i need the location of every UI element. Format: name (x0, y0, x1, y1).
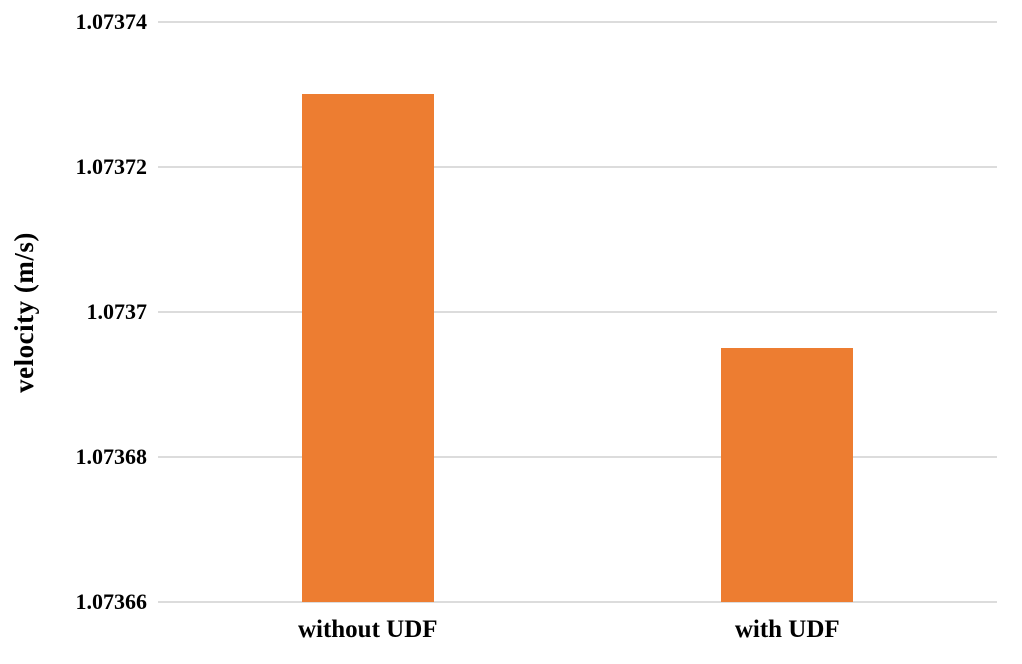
x-axis-line (158, 601, 997, 603)
gridline (158, 311, 997, 313)
gridline (158, 21, 997, 23)
plot-area (158, 21, 997, 603)
y-tick-label: 1.07368 (75, 444, 148, 469)
y-axis-title-text: velocity (m/s) (8, 231, 39, 393)
bar-without-udf (302, 94, 434, 602)
gridline (158, 166, 997, 168)
y-axis-title: velocity (m/s) (2, 22, 46, 602)
bar-with-udf (721, 348, 853, 602)
x-category-label-without-udf: without UDF (297, 616, 438, 643)
y-tick-label: 1.07366 (75, 589, 148, 614)
x-category-label-with-udf: with UDF (734, 616, 840, 643)
y-tick-label: 1.0737 (86, 299, 148, 324)
y-tick-label: 1.07372 (75, 154, 148, 179)
gridline (158, 456, 997, 458)
y-tick-label: 1.07374 (75, 9, 148, 34)
